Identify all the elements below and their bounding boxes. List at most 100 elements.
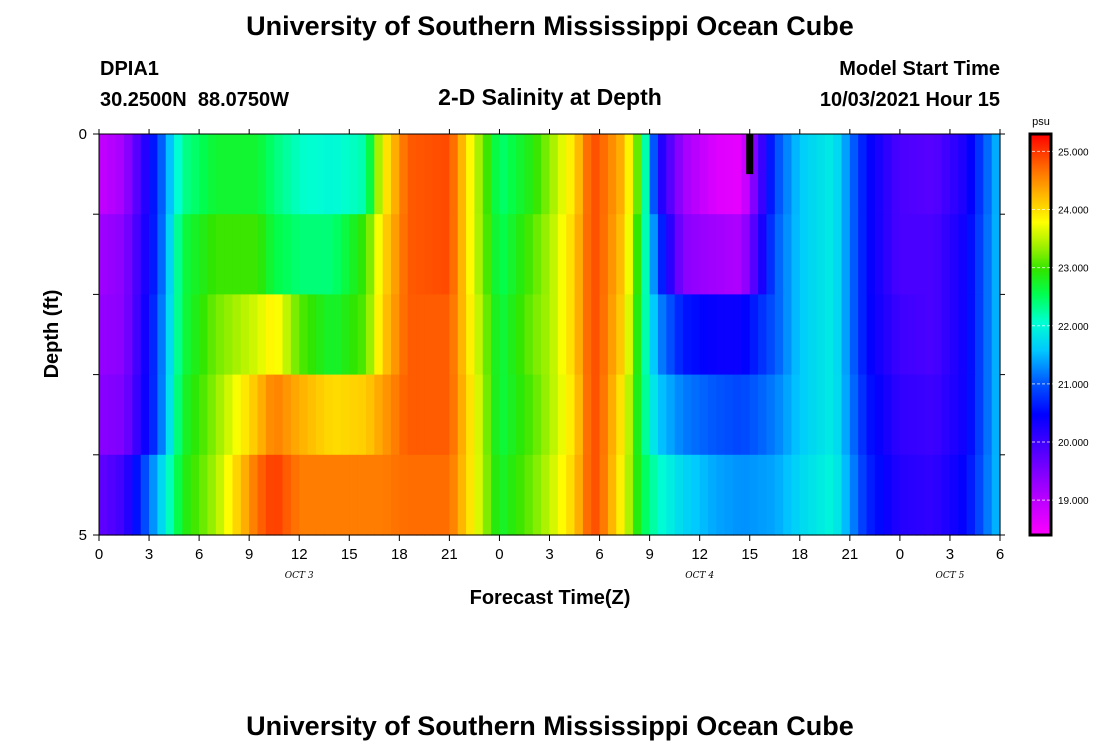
x-axis: 0 3 6 9 12 15 18 21 0 3 6 9 12 15 18 21 0 3 6 [95, 129, 1004, 563]
heatmap-cell [599, 294, 609, 376]
heatmap-cell [766, 294, 776, 376]
heatmap-cell [908, 374, 918, 456]
heatmap-cell [549, 134, 559, 215]
x-tick-label: 12 [291, 546, 308, 563]
heatmap-cell [449, 134, 459, 215]
x-tick-label: 6 [595, 546, 603, 563]
heatmap-cell [190, 294, 200, 376]
heatmap-cell [566, 374, 576, 456]
heatmap-cell [949, 134, 959, 215]
heatmap-cell [416, 374, 425, 456]
heatmap-cell [332, 214, 342, 295]
heatmap-cell [432, 294, 442, 376]
heatmap-cell [549, 294, 559, 376]
heatmap-cell [766, 374, 776, 456]
plot-title: 2-D Salinity at Depth [438, 84, 662, 110]
heatmap-cell [566, 294, 576, 376]
heatmap-cell [916, 134, 926, 215]
heatmap-cell [991, 454, 1001, 536]
heatmap-cell [557, 134, 567, 215]
heatmap-cell [858, 134, 868, 215]
heatmap-cell [340, 454, 350, 536]
x-tick-label: 0 [95, 546, 103, 563]
heatmap-cell [199, 134, 209, 215]
heatmap-cell [741, 294, 751, 376]
heatmap-cell [99, 214, 108, 295]
x-tick-label: 18 [791, 546, 808, 563]
colorbar-tick-label: 22.000 [1058, 322, 1089, 333]
heatmap-cell [532, 374, 542, 456]
heatmap-cell [883, 454, 893, 536]
heatmap-cell [641, 454, 651, 536]
heatmap-cell [390, 454, 400, 536]
heatmap-cell [349, 134, 359, 215]
heatmap-cell [724, 214, 734, 295]
heatmap-cell [390, 214, 400, 295]
heatmap-cell [799, 454, 809, 536]
heatmap-cell [457, 214, 467, 295]
heatmap-cell [783, 214, 793, 295]
heatmap-cell [374, 294, 384, 376]
heatmap-cell [883, 374, 893, 456]
heatmap-cell [207, 374, 217, 456]
heatmap-cell [833, 134, 843, 215]
heatmap-cell [682, 454, 692, 536]
heatmap-cell [482, 214, 492, 295]
heatmap-cell [758, 374, 767, 456]
heatmap-cell [607, 374, 617, 456]
heatmap-cell [691, 134, 701, 215]
heatmap-cell [958, 214, 968, 295]
heatmap-cell [916, 294, 926, 376]
heatmap-cell [224, 294, 234, 376]
x-tick-label: 6 [996, 546, 1004, 563]
heatmap-cell [866, 374, 876, 456]
x-tick-label: 3 [145, 546, 153, 563]
heatmap-cell [416, 214, 425, 295]
heatmap-cell [174, 134, 184, 215]
heatmap-cell [966, 454, 976, 536]
heatmap-cell [365, 134, 375, 215]
heatmap-cell [649, 454, 659, 536]
heatmap-cell [924, 214, 934, 295]
heatmap-cell [524, 294, 534, 376]
heatmap-cell [107, 374, 117, 456]
heatmap-cell [591, 374, 601, 456]
heatmap-cell [407, 374, 417, 456]
x-tick-label: 6 [195, 546, 203, 563]
heatmap-cell [349, 454, 359, 536]
heatmap-cell [332, 374, 342, 456]
x-tick-label: 21 [441, 546, 458, 563]
x-tick-label: 9 [645, 546, 653, 563]
heatmap-cell [449, 214, 459, 295]
heatmap-cell [674, 214, 684, 295]
heatmap-cell [215, 374, 225, 456]
heatmap-cell [749, 294, 759, 376]
heatmap-cell [966, 214, 976, 295]
heatmap-cell [816, 454, 826, 536]
heatmap-cell [624, 374, 634, 456]
heatmap-cell [290, 294, 300, 376]
model-start-label: Model Start Time [839, 58, 1000, 80]
heatmap-cell [541, 134, 551, 215]
heatmap-cell [666, 214, 676, 295]
heatmap-cell [808, 374, 818, 456]
heatmap-cell [507, 214, 517, 295]
heatmap-cell [107, 214, 117, 295]
heatmap-cell [883, 134, 893, 215]
heatmap-cell [908, 454, 918, 536]
heatmap-cell [340, 214, 350, 295]
heatmap-cell [399, 134, 409, 215]
heatmap-cell [182, 294, 192, 376]
heatmap-cell [474, 214, 484, 295]
heatmap-cell [607, 134, 617, 215]
heatmap-cell [741, 374, 751, 456]
heatmap-cell [566, 454, 576, 536]
heatmap-cell [641, 134, 651, 215]
heatmap-cell [182, 374, 192, 456]
heatmap-cell [149, 374, 158, 456]
heatmap-cell [824, 374, 834, 456]
heatmap-cell [657, 214, 667, 295]
date-label: OCT 5 [936, 571, 965, 581]
heatmap-cell [507, 294, 517, 376]
colorbar-tick-label: 20.000 [1058, 438, 1089, 449]
